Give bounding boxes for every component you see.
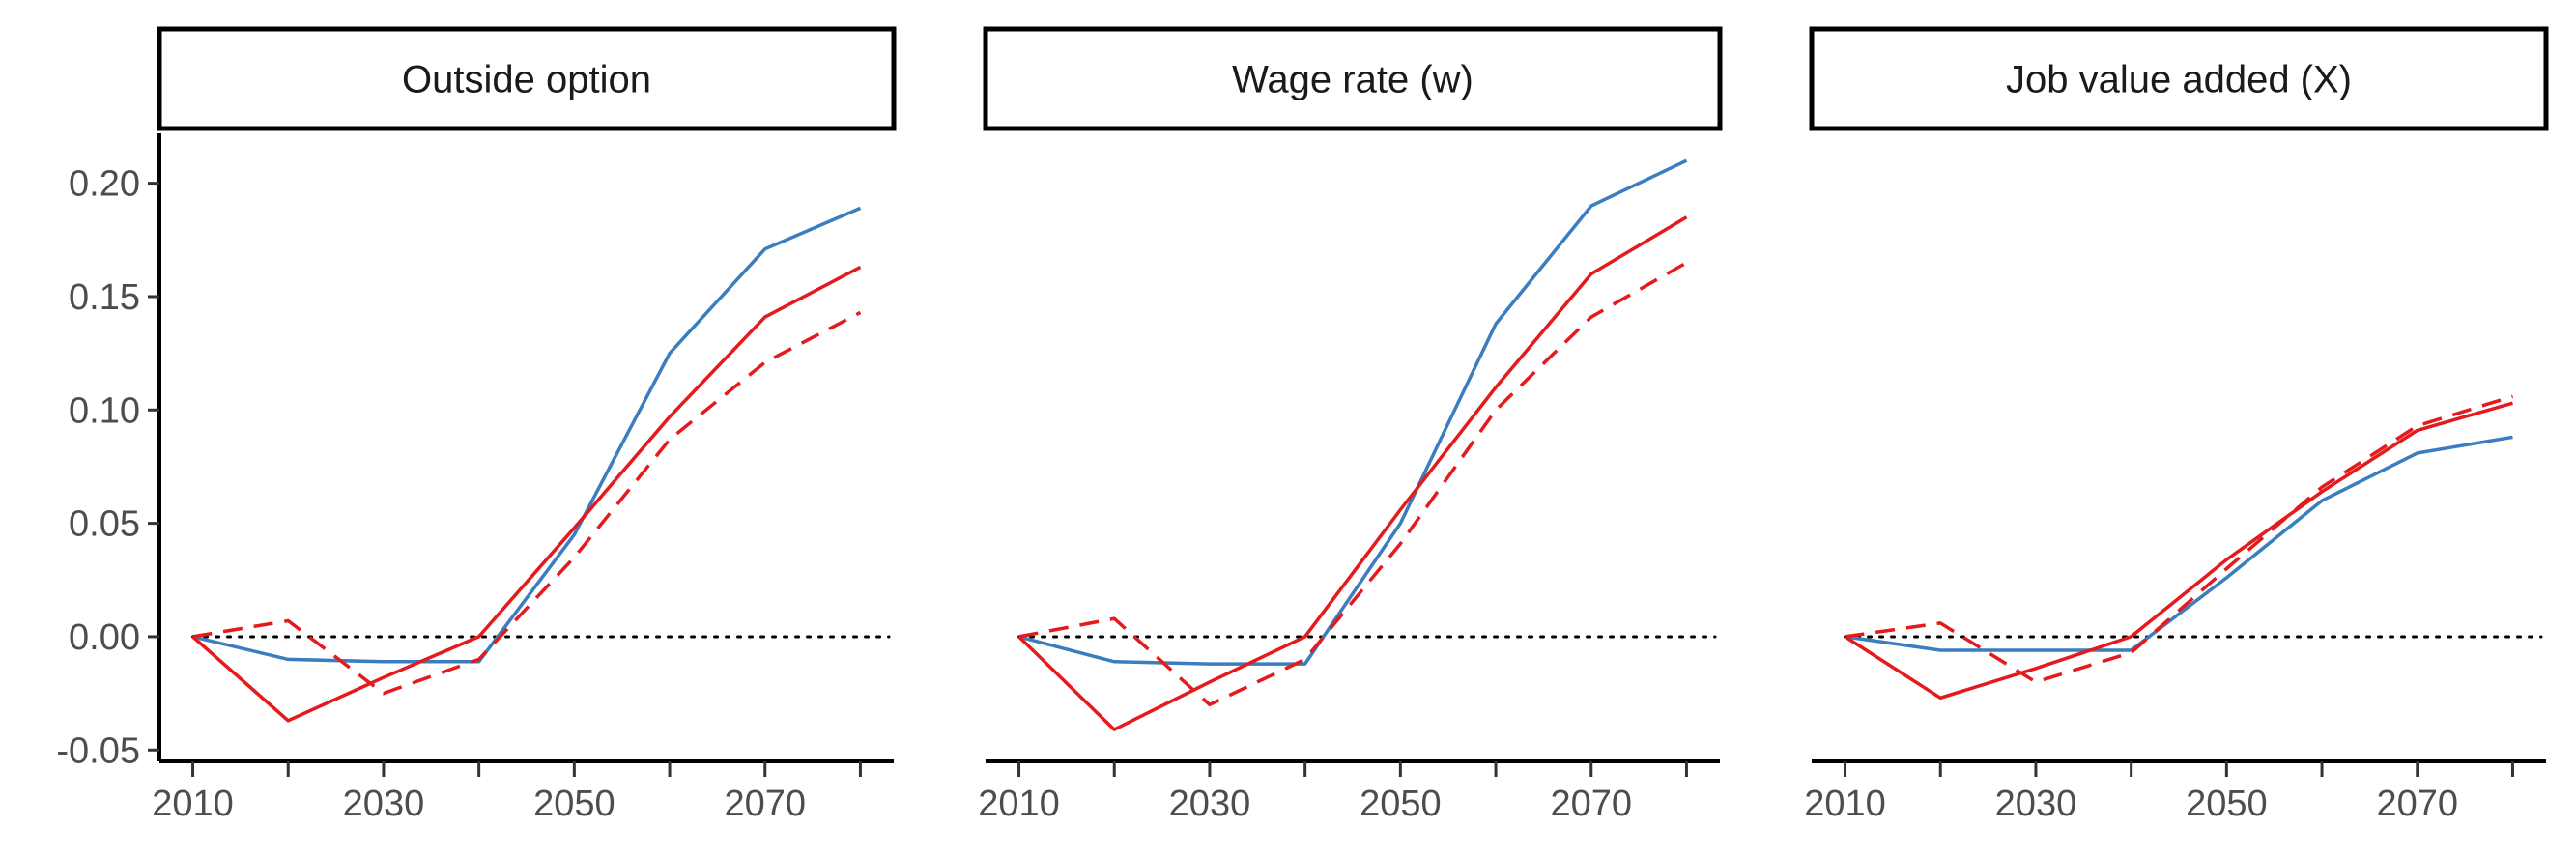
x-tick-label: 2030 [1995, 784, 2077, 824]
y-tick-label: 0.15 [69, 277, 140, 318]
series-line-1 [1845, 435, 2513, 652]
x-tick-label: 2050 [533, 784, 615, 824]
series-line-3 [1845, 394, 2514, 684]
x-tick-label: 2070 [1550, 784, 1632, 824]
x-tick-label: 2030 [1169, 784, 1251, 824]
facet-panel-2: Wage rate (w) 2010 2030 2050 2070 [978, 26, 1723, 824]
x-tick-label: 2050 [2186, 784, 2268, 824]
x-tick-label: 2070 [724, 784, 806, 824]
facet-strip [983, 26, 1723, 131]
series-line-2 [1844, 401, 2513, 701]
facet-strip [157, 26, 897, 131]
facet-panel-3: Job value added (X) 2010 2030 2050 2070 [1804, 26, 2549, 824]
y-tick-label: 0.10 [69, 390, 140, 431]
series-line-1 [1018, 158, 1688, 666]
y-tick-label: 0.05 [69, 504, 140, 545]
y-tick-label: 0.20 [69, 164, 140, 205]
x-tick-label: 2070 [2376, 784, 2458, 824]
series-line-1 [192, 206, 862, 664]
series-line-2 [191, 265, 862, 723]
x-tick-label: 2010 [978, 784, 1060, 824]
facet-strip-label: Outside option [402, 59, 651, 101]
x-tick-label: 2050 [1360, 784, 1442, 824]
facet-strip-label: Job value added (X) [2006, 59, 2352, 101]
facet-strip-label: Wage rate (w) [1232, 59, 1474, 101]
x-tick-label: 2010 [1804, 784, 1886, 824]
x-tick-label: 2030 [343, 784, 425, 824]
facet-panel-1: Outside option -0.05 0.00 0.05 0.10 0.15 0.20 2… [56, 26, 897, 824]
series-line-2 [1017, 215, 1688, 731]
series-line-3 [192, 310, 862, 696]
facet-strip [1809, 26, 2549, 131]
x-tick-label: 2010 [152, 784, 234, 824]
y-tick-label: 0.00 [69, 617, 140, 658]
series-line-3 [1018, 261, 1688, 707]
y-tick-label: -0.05 [56, 730, 140, 771]
